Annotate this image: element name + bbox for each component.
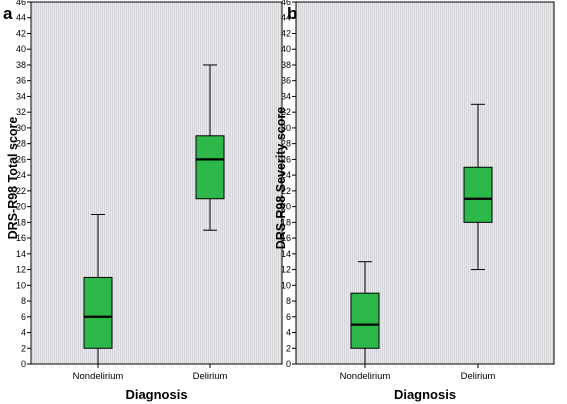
panel-letter: b [287,4,297,23]
y-tick-label: 26 [16,154,26,164]
y-tick-label: 14 [281,249,291,259]
y-tick-label: 0 [286,359,291,369]
y-tick-label: 42 [281,28,291,38]
y-axis-title: DRS-R98 Severity score [274,107,288,249]
iqr-box [463,166,493,223]
y-tick-label: 36 [281,76,291,86]
y-tick-label: 24 [16,170,26,180]
y-tick-label: 32 [281,107,291,117]
iqr-box [195,135,225,200]
y-tick-label: 8 [286,296,291,306]
x-tick-label: Nondelirium [340,371,391,382]
y-tick-label: 28 [16,139,26,149]
box-delirium [195,64,225,231]
box-delirium [463,103,493,271]
panel-letter: a [3,4,13,23]
y-tick-label: 10 [281,280,291,290]
y-tick-label: 46 [281,0,291,7]
y-tick-label: 10 [16,280,26,290]
x-tick-label: Delirium [461,371,496,382]
plot-area [30,1,283,365]
y-tick-label: 18 [281,217,291,227]
y-tick-label: 8 [21,296,26,306]
y-tick-label: 0 [21,359,26,369]
y-tick-label: 28 [281,139,291,149]
y-tick-label: 22 [16,186,26,196]
y-tick-label: 40 [16,44,26,54]
y-tick-label: 18 [16,217,26,227]
y-tick-label: 16 [281,233,291,243]
y-tick-label: 6 [286,312,291,322]
y-tick-label: 34 [16,91,26,101]
y-tick-label: 38 [281,60,291,70]
y-tick-label: 42 [16,28,26,38]
x-axis-title: Diagnosis [125,387,187,402]
box-nondelirium [350,261,380,364]
y-tick-label: 26 [281,154,291,164]
x-tick-label: Nondelirium [73,371,124,382]
y-tick-label: 30 [281,123,291,133]
y-tick-label: 44 [281,13,291,23]
iqr-box [83,276,113,349]
panel-a: 0246810121416182022242628303234363840424… [3,0,283,402]
y-tick-label: 38 [16,60,26,70]
y-axis-title: DRS-R98 Total score [6,117,20,240]
y-tick-label: 40 [281,44,291,54]
y-tick-label: 12 [16,265,26,275]
y-tick-label: 2 [286,343,291,353]
y-tick-label: 4 [21,328,26,338]
y-tick-label: 24 [281,170,291,180]
y-tick-label: 46 [16,0,26,7]
y-tick-label: 30 [16,123,26,133]
y-tick-label: 6 [21,312,26,322]
y-tick-label: 32 [16,107,26,117]
panel-b: 0246810121416182022242628303234363840424… [274,0,555,402]
iqr-box [350,292,380,349]
y-tick-label: 34 [281,91,291,101]
x-tick-label: Delirium [193,371,228,382]
y-tick-label: 12 [281,265,291,275]
box-nondelirium [83,213,113,364]
y-tick-label: 16 [16,233,26,243]
y-tick-label: 4 [286,328,291,338]
y-tick-label: 22 [281,186,291,196]
plot-area [295,1,555,365]
y-tick-label: 44 [16,13,26,23]
y-tick-label: 2 [21,343,26,353]
y-tick-label: 14 [16,249,26,259]
y-tick-label: 20 [281,202,291,212]
x-axis-title: Diagnosis [394,387,456,402]
y-tick-label: 20 [16,202,26,212]
y-tick-label: 36 [16,76,26,86]
